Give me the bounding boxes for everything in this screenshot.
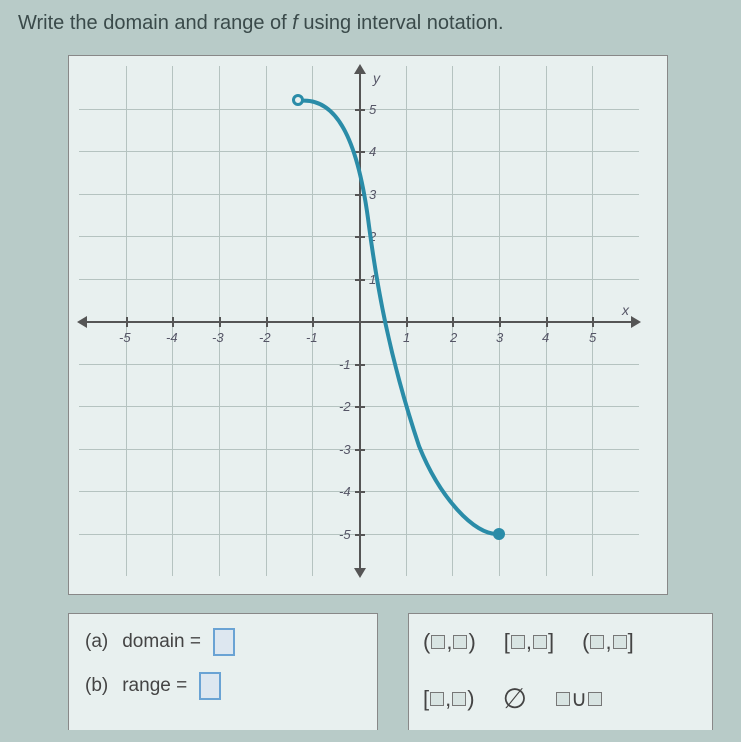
interval-open-closed-button[interactable]: (,] (582, 629, 634, 655)
range-input[interactable] (199, 672, 221, 700)
question-title: Write the domain and range of f using in… (18, 12, 723, 35)
graph-area: -5 -4 -3 -2 -1 1 2 3 4 5 5 4 3 2 1 -1 -2… (79, 66, 639, 576)
domain-row: (a) domain = (85, 628, 361, 656)
open-endpoint (292, 94, 304, 106)
part-a-label: (a) (85, 631, 108, 653)
palette-panel: (,) [,] (,] [,) ∅ ∪ (408, 613, 713, 730)
answer-panel: (a) domain = (b) range = (68, 613, 378, 730)
interval-closed-closed-button[interactable]: [,] (504, 629, 554, 655)
union-button[interactable]: ∪ (555, 686, 603, 712)
range-label: range = (122, 675, 187, 697)
domain-input[interactable] (213, 628, 235, 656)
closed-endpoint (493, 528, 505, 540)
interval-open-open-button[interactable]: (,) (423, 629, 476, 655)
range-row: (b) range = (85, 672, 361, 700)
graph-panel: -5 -4 -3 -2 -1 1 2 3 4 5 5 4 3 2 1 -1 -2… (68, 55, 668, 595)
part-b-label: (b) (85, 675, 108, 697)
domain-label: domain = (122, 631, 201, 653)
interval-closed-open-button[interactable]: [,) (423, 686, 475, 712)
function-curve (79, 66, 639, 576)
empty-set-button[interactable]: ∅ (503, 682, 527, 715)
title-prefix: Write the domain and range of (18, 12, 292, 34)
title-suffix: using interval notation. (298, 12, 504, 34)
